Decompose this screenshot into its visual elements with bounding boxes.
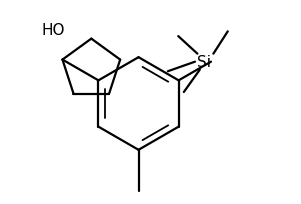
Text: HO: HO <box>41 23 65 38</box>
Text: Si: Si <box>197 55 211 70</box>
